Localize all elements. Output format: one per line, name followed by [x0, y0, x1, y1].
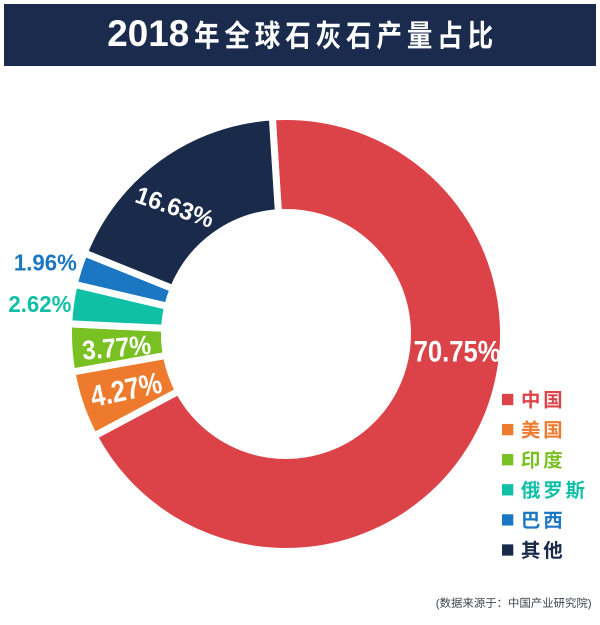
svg-text:1.96%: 1.96%	[14, 249, 77, 275]
svg-text:): )	[588, 598, 592, 610]
svg-text:2.62%: 2.62%	[8, 291, 71, 317]
svg-text:2018: 2018	[107, 13, 189, 54]
svg-text:70.75%: 70.75%	[414, 335, 501, 368]
svg-text:(: (	[436, 598, 440, 610]
svg-text:3.77%: 3.77%	[81, 330, 152, 366]
